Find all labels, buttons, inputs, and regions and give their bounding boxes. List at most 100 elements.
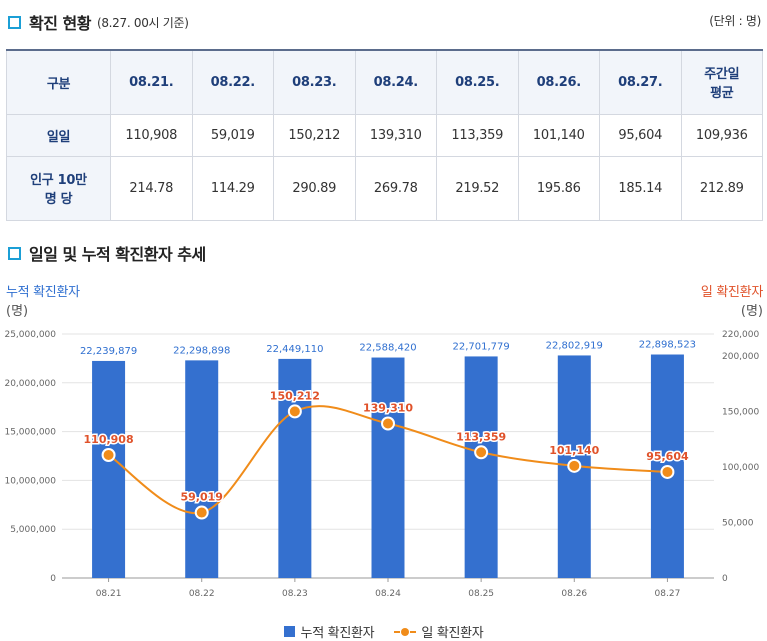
table-cell: 95,604	[599, 113, 682, 157]
bar-value-label: 22,449,110	[266, 344, 323, 355]
right-tick-label: 200,000	[722, 352, 759, 362]
table-header-date: 08.26.	[517, 50, 600, 115]
table-header-weekly-avg: 주간일 평균	[680, 50, 763, 115]
line-value-label: 113,359	[456, 430, 506, 443]
section-bullet-icon	[8, 15, 21, 29]
left-axis-unit: (명)	[6, 304, 29, 319]
right-tick-label: 50,000	[722, 519, 754, 529]
chart-legend: 누적 확진환자 일 확진환자	[0, 622, 767, 641]
right-tick-label: 100,000	[722, 463, 759, 473]
table-cell: 269.78	[354, 155, 437, 221]
x-tick-label: 08.26	[561, 589, 587, 599]
left-tick-label: 15,000,000	[4, 428, 56, 438]
table-cell: 214.78	[110, 155, 193, 221]
right-axis-title: 일 확진환자	[700, 285, 763, 300]
bar-value-label: 22,898,523	[639, 340, 696, 351]
table-header-date: 08.25.	[436, 50, 519, 115]
bar-value-label: 22,298,898	[173, 345, 230, 356]
table-cell: 290.89	[273, 155, 356, 221]
status-table: 구분 08.21. 08.22. 08.23. 08.24. 08.25. 08…	[6, 49, 763, 221]
table-header-category: 구분	[6, 50, 111, 115]
table-cell: 113,359	[436, 113, 519, 157]
x-tick-label: 08.22	[189, 589, 215, 599]
row-label-line2: 명 당	[44, 192, 73, 207]
table-header-date: 08.22.	[191, 50, 274, 115]
bar	[92, 360, 126, 578]
line-value-label: 95,604	[646, 450, 689, 463]
line-point	[660, 464, 675, 479]
left-tick-label: 20,000,000	[4, 379, 56, 389]
trend-chart: 0 5,000,000 10,000,000 15,000,000 20,000,000…	[4, 330, 759, 599]
line-point	[287, 404, 302, 419]
trend-section-header: 일일 및 누적 확진환자 추세	[8, 241, 206, 265]
table-cell: 212.89	[680, 155, 763, 221]
line-point	[194, 505, 209, 520]
bar-swatch-icon	[283, 626, 295, 637]
line-value-label: 139,310	[363, 401, 413, 414]
left-tick-label: 10,000,000	[4, 476, 56, 486]
table-header-date: 08.24.	[354, 50, 437, 115]
unit-label: (단위 : 명)	[709, 14, 761, 28]
weekly-avg-line2: 평균	[710, 86, 734, 102]
bar-value-label: 22,701,779	[453, 341, 510, 352]
left-tick-label: 25,000,000	[4, 330, 56, 340]
bar	[371, 357, 405, 578]
status-section-subtitle: (8.27. 00시 기준)	[96, 15, 189, 30]
right-axis-unit: (명)	[740, 304, 763, 319]
table-cell: 59,019	[191, 113, 274, 157]
table-row: 인구 10만 명 당 214.78 114.29 290.89 269.78 2…	[6, 155, 763, 221]
line-point	[567, 458, 582, 473]
table-cell: 195.86	[517, 155, 600, 221]
table-header-row: 구분 08.21. 08.22. 08.23. 08.24. 08.25. 08…	[6, 50, 763, 115]
bar-value-label: 22,239,879	[80, 346, 137, 357]
left-tick-label: 5,000,000	[10, 525, 56, 535]
table-cell: 185.14	[599, 155, 682, 221]
table-header-date: 08.23.	[273, 50, 356, 115]
row-label-daily: 일일	[6, 114, 111, 157]
row-label-line1: 인구 10만	[30, 173, 87, 188]
table-cell: 110,908	[110, 113, 193, 157]
table-cell: 114.29	[191, 155, 274, 221]
status-section-header: 확진 현황 (8.27. 00시 기준)	[8, 10, 189, 34]
table-cell: 109,936	[680, 113, 763, 157]
table-header-date: 08.21.	[110, 50, 193, 115]
table-header-date: 08.27.	[599, 50, 682, 115]
x-tick-label: 08.25	[468, 589, 494, 599]
legend-label: 누적 확진환자	[300, 626, 375, 641]
trend-section-title: 일일 및 누적 확진환자 추세	[29, 245, 206, 264]
x-tick-label: 08.21	[96, 589, 122, 599]
table-cell: 139,310	[354, 113, 437, 157]
row-label-per-100k: 인구 10만 명 당	[6, 155, 111, 221]
bar	[185, 360, 219, 578]
line-value-label: 110,908	[84, 433, 134, 446]
right-tick-label: 150,000	[722, 408, 759, 418]
legend-label: 일 확진환자	[421, 626, 484, 641]
line-point	[474, 445, 489, 460]
x-tick-label: 08.24	[375, 589, 401, 599]
line-value-label: 150,212	[270, 389, 320, 402]
bar	[464, 356, 498, 578]
table-cell: 150,212	[273, 113, 356, 157]
right-tick-label: 220,000	[722, 330, 759, 340]
section-bullet-icon	[8, 246, 21, 260]
table-cell: 219.52	[436, 155, 519, 221]
left-axis-title: 누적 확진환자	[6, 285, 80, 300]
line-point	[381, 416, 395, 431]
right-tick-label: 0	[722, 574, 728, 584]
status-section-title: 확진 현황	[29, 14, 91, 33]
bar	[278, 358, 312, 578]
weekly-avg-line1: 주간일	[704, 67, 740, 83]
x-tick-label: 08.27	[655, 589, 681, 599]
legend-item-cumulative[interactable]: 누적 확진환자	[283, 622, 375, 641]
line-value-label: 101,140	[549, 444, 599, 457]
left-tick-label: 0	[50, 574, 56, 584]
table-row: 일일 110,908 59,019 150,212 139,310 113,35…	[6, 113, 763, 157]
table-cell: 101,140	[517, 113, 600, 157]
line-point	[101, 447, 116, 462]
line-value-label: 59,019	[180, 491, 222, 504]
bar-value-label: 22,588,420	[359, 343, 416, 354]
bar-value-label: 22,802,919	[546, 340, 603, 351]
x-tick-label: 08.23	[282, 589, 308, 599]
line-swatch-icon	[394, 626, 417, 638]
legend-item-daily[interactable]: 일 확진환자	[394, 622, 484, 641]
